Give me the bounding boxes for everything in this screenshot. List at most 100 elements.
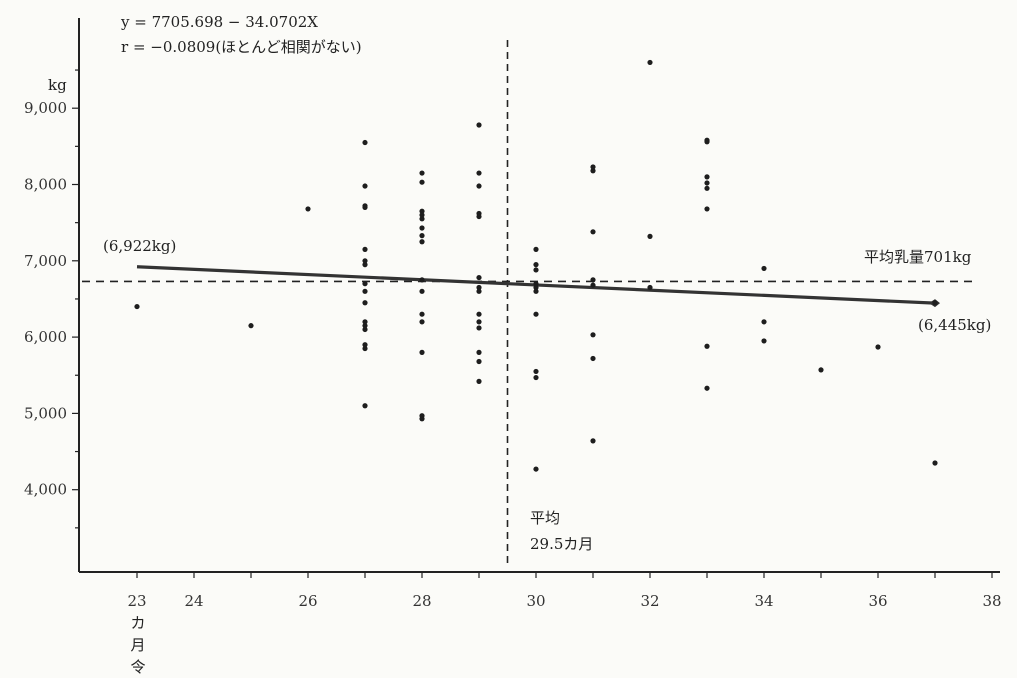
data-point xyxy=(704,185,710,191)
data-point xyxy=(647,284,653,291)
data-point xyxy=(419,311,425,317)
x-tick-label: 36 xyxy=(868,592,887,610)
data-point xyxy=(362,326,368,333)
data-point xyxy=(362,139,368,146)
x-tick-label: 32 xyxy=(640,592,659,610)
correlation-text: r = −0.0809(ほとんど相関がない) xyxy=(121,38,362,56)
x-tick-label: 30 xyxy=(526,592,545,610)
x-tick-label: 26 xyxy=(298,592,317,610)
data-point xyxy=(419,216,425,222)
data-point xyxy=(476,213,482,220)
data-point xyxy=(419,277,425,283)
data-point xyxy=(761,338,767,344)
data-point xyxy=(533,288,539,294)
data-point xyxy=(533,311,539,317)
data-point xyxy=(419,170,425,176)
data-point xyxy=(305,206,311,212)
start-value-label: (6,922kg) xyxy=(103,237,176,255)
x-axis-unit-char-2: 月 xyxy=(130,636,145,654)
data-point xyxy=(704,343,710,349)
y-tick-label: 4,000 xyxy=(24,481,67,499)
data-point xyxy=(761,319,767,325)
data-point xyxy=(533,374,539,381)
data-point xyxy=(533,262,539,268)
regression-equation: y = 7705.698 − 34.0702X xyxy=(120,13,318,31)
data-point xyxy=(476,349,482,355)
data-point xyxy=(761,265,767,272)
mean-age-label-line2: 29.5カ月 xyxy=(530,535,593,553)
data-point xyxy=(476,378,482,384)
data-point xyxy=(476,311,482,317)
x-axis-unit-char-3: 令 xyxy=(130,658,145,676)
data-point xyxy=(875,344,881,350)
data-point xyxy=(362,258,368,264)
data-point xyxy=(362,403,368,409)
data-point xyxy=(419,225,425,231)
data-point xyxy=(419,179,425,185)
data-point xyxy=(476,288,482,294)
data-point xyxy=(818,367,824,373)
data-point xyxy=(590,438,596,444)
reference-lines xyxy=(82,40,978,566)
data-point xyxy=(932,460,938,466)
data-point xyxy=(590,164,596,170)
data-point xyxy=(362,300,368,306)
data-point xyxy=(590,355,596,362)
y-tick-label: 7,000 xyxy=(24,252,67,270)
data-point xyxy=(704,180,710,186)
data-point xyxy=(932,300,938,306)
data-point xyxy=(362,323,368,329)
x-tick-label: 34 xyxy=(754,592,773,610)
data-point xyxy=(533,267,539,273)
data-point xyxy=(248,323,254,329)
y-tick-label: 8,000 xyxy=(24,176,67,194)
data-point xyxy=(419,288,425,294)
data-point xyxy=(590,332,596,338)
data-point xyxy=(590,282,596,288)
data-point xyxy=(590,168,596,174)
x-tick-label: 23 xyxy=(127,592,146,610)
data-point xyxy=(419,349,425,355)
data-point xyxy=(533,284,539,291)
data-point xyxy=(476,358,482,365)
data-point xyxy=(647,59,653,66)
data-point xyxy=(362,288,368,294)
data-point xyxy=(476,274,482,281)
data-point xyxy=(533,281,539,287)
data-point xyxy=(419,239,425,245)
data-point xyxy=(704,139,710,145)
data-point xyxy=(533,368,539,375)
axes: 4,000 5,000 6,000 7,000 8,000 9,000 23 24 26 28 30… xyxy=(24,18,1002,610)
x-axis-unit-char-1: カ xyxy=(130,614,145,632)
data-point xyxy=(533,466,539,472)
data-point xyxy=(704,385,710,391)
data-point xyxy=(419,233,425,239)
data-point xyxy=(362,246,368,252)
data-point xyxy=(476,183,482,189)
y-tick-label: 5,000 xyxy=(24,404,67,422)
data-point xyxy=(704,174,710,180)
y-axis-unit-label: kg xyxy=(48,76,67,94)
data-point xyxy=(533,246,539,252)
y-tick-label: 6,000 xyxy=(24,328,67,346)
data-point xyxy=(362,204,368,210)
data-point xyxy=(362,183,368,189)
data-point xyxy=(419,416,425,422)
data-point xyxy=(362,281,368,287)
data-point xyxy=(419,208,425,214)
data-point xyxy=(647,233,653,239)
mean-age-label-line1: 平均 xyxy=(530,509,560,527)
data-point xyxy=(362,262,368,268)
data-points xyxy=(134,59,938,472)
data-point xyxy=(590,229,596,235)
data-point xyxy=(476,122,482,128)
data-point xyxy=(476,284,482,291)
data-point xyxy=(590,277,596,283)
data-point xyxy=(476,325,482,331)
data-point xyxy=(476,319,482,325)
mean-yield-label: 平均乳量701kg xyxy=(864,248,972,266)
data-point xyxy=(362,345,368,352)
data-point xyxy=(704,206,710,212)
end-value-label: (6,445kg) xyxy=(918,316,991,334)
